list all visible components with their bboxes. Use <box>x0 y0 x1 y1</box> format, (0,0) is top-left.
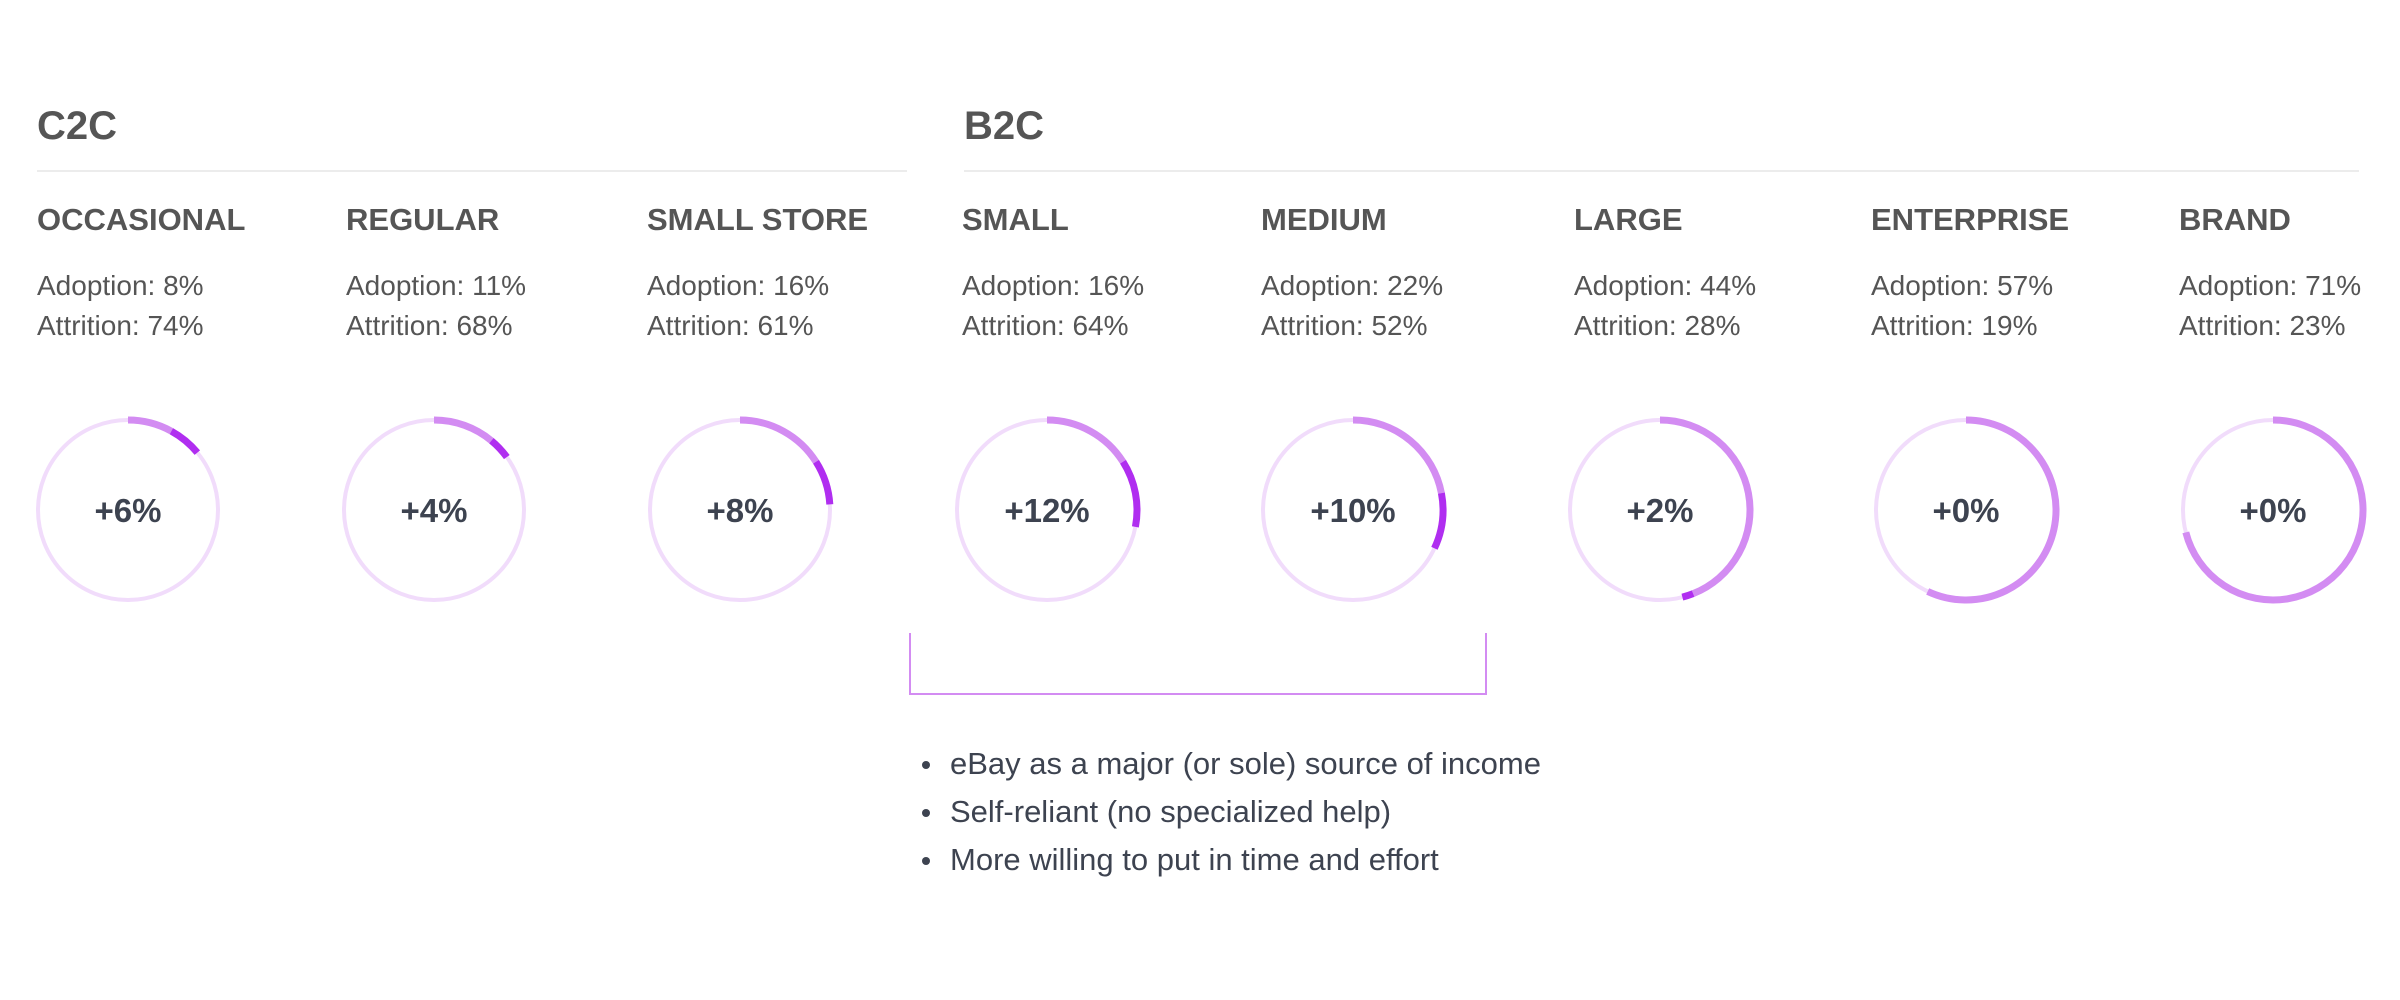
b2c-divider <box>964 170 2359 172</box>
ring-increment-arc-large <box>1681 590 1695 601</box>
ring-center-label-small-store: +8% <box>707 492 774 529</box>
donut-rings: +6% +4% +8% +12% +10% +2% +0% +0% <box>36 416 2367 604</box>
attrition-label: Attrition: 23% <box>2179 310 2346 341</box>
ring-center-label-regular: +4% <box>401 492 468 529</box>
ring-adoption-arc-medium <box>1352 416 1445 494</box>
ring-adoption-arc-small <box>1046 416 1126 464</box>
segment-small-store: SMALL STORE Adoption: 16% Attrition: 61% <box>647 0 947 620</box>
segment-small: SMALL Adoption: 16% Attrition: 64% <box>962 0 1262 620</box>
ring-adoption-arc-enterprise <box>1926 416 2060 604</box>
ring-increment-arc-small <box>1119 459 1141 528</box>
attrition-label: Attrition: 68% <box>346 310 513 341</box>
note-item: eBay as a major (or sole) source of inco… <box>918 740 1541 788</box>
adoption-label: Adoption: 71% <box>2179 270 2362 301</box>
attrition-label: Attrition: 28% <box>1574 310 1741 341</box>
adoption-label: Adoption: 57% <box>1871 270 2054 301</box>
ring-adoption-arc-small-store <box>739 416 819 464</box>
adoption-label: Adoption: 16% <box>962 270 1145 301</box>
notes-list: eBay as a major (or sole) source of inco… <box>918 740 1541 884</box>
segment-name: SMALL <box>962 202 1069 237</box>
note-item: More willing to put in time and effort <box>918 836 1541 884</box>
attrition-label: Attrition: 64% <box>962 310 1129 341</box>
segment-occasional: OCCASIONAL Adoption: 8% Attrition: 74% <box>37 0 337 620</box>
adoption-label: Adoption: 16% <box>647 270 830 301</box>
segment-name: MEDIUM <box>1261 202 1387 237</box>
segment-name: ENTERPRISE <box>1871 202 2070 237</box>
ring-increment-arc-regular <box>489 437 510 460</box>
ring-center-label-brand: +0% <box>2240 492 2307 529</box>
ring-adoption-arc-regular <box>433 416 494 444</box>
c2c-group-title: C2C <box>37 104 118 148</box>
c2c-divider <box>37 170 907 172</box>
adoption-label: Adoption: 22% <box>1261 270 1444 301</box>
note-item: Self-reliant (no specialized help) <box>918 788 1541 836</box>
adoption-label: Adoption: 8% <box>37 270 204 301</box>
ring-center-label-large: +2% <box>1627 492 1694 529</box>
segment-regular: REGULAR Adoption: 11% Attrition: 68% <box>346 0 646 620</box>
segment-name: BRAND <box>2179 202 2291 237</box>
segment-enterprise: ENTERPRISE Adoption: 57% Attrition: 19% <box>1871 0 2171 620</box>
segment-name: SMALL STORE <box>647 202 869 237</box>
ring-adoption-arc-large <box>1659 416 1754 597</box>
small-medium-bracket <box>909 633 1487 695</box>
ring-center-label-occasional: +6% <box>95 492 162 529</box>
adoption-label: Adoption: 44% <box>1574 270 1757 301</box>
ring-center-label-enterprise: +0% <box>1933 492 2000 529</box>
segment-name: LARGE <box>1574 202 1683 237</box>
ring-adoption-arc-occasional <box>127 416 174 435</box>
ring-center-label-medium: +10% <box>1310 492 1395 529</box>
ring-adoption-arc-brand <box>2182 416 2367 604</box>
segment-medium: MEDIUM Adoption: 22% Attrition: 52% <box>1261 0 1561 620</box>
attrition-label: Attrition: 61% <box>647 310 814 341</box>
attrition-label: Attrition: 52% <box>1261 310 1428 341</box>
attrition-label: Attrition: 19% <box>1871 310 2038 341</box>
attrition-label: Attrition: 74% <box>37 310 204 341</box>
segment-name: OCCASIONAL <box>37 202 246 237</box>
adoption-label: Adoption: 11% <box>346 270 527 301</box>
segment-large: LARGE Adoption: 44% Attrition: 28% <box>1574 0 1874 620</box>
segment-name: REGULAR <box>346 202 500 237</box>
segment-brand: BRAND Adoption: 71% Attrition: 23% <box>2179 0 2400 620</box>
ring-increment-arc-medium <box>1431 492 1447 550</box>
b2c-group-title: B2C <box>964 104 1045 148</box>
ring-increment-arc-small-store <box>812 459 834 505</box>
ring-center-label-small: +12% <box>1004 492 1089 529</box>
ring-increment-arc-occasional <box>169 428 201 455</box>
